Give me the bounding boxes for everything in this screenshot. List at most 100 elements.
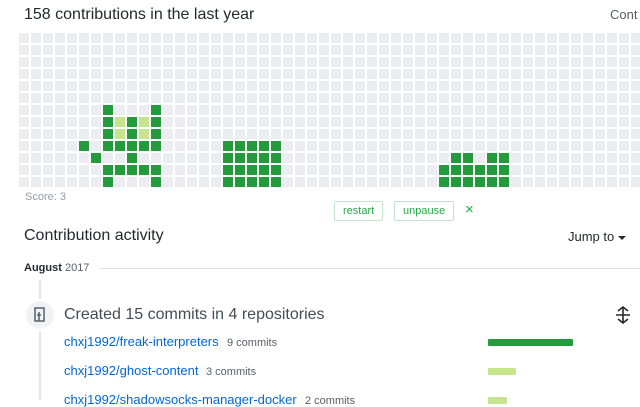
grid-cell xyxy=(343,105,353,115)
grid-cell xyxy=(595,57,605,67)
grid-cell xyxy=(619,33,629,43)
grid-cell xyxy=(187,153,197,163)
grid-cell xyxy=(187,57,197,67)
grid-cell xyxy=(307,105,317,115)
grid-cell xyxy=(391,45,401,55)
settings-link[interactable]: Cont xyxy=(610,7,638,22)
grid-cell xyxy=(127,69,137,79)
grid-cell xyxy=(211,153,221,163)
grid-cell xyxy=(619,117,629,127)
grid-cell xyxy=(247,33,257,43)
grid-cell xyxy=(367,57,377,67)
grid-cell xyxy=(631,69,640,79)
grid-cell xyxy=(463,57,473,67)
grid-cell xyxy=(523,117,533,127)
grid-cell xyxy=(607,33,617,43)
grid-cell xyxy=(427,33,437,43)
grid-cell xyxy=(235,93,245,103)
grid-cell xyxy=(355,93,365,103)
grid-cell xyxy=(79,57,89,67)
grid-cell xyxy=(319,129,329,139)
jump-to-label: Jump to xyxy=(568,229,615,244)
grid-cell xyxy=(187,33,197,43)
grid-cell xyxy=(223,57,233,67)
grid-cell xyxy=(151,105,161,115)
grid-cell xyxy=(559,33,569,43)
grid-cell xyxy=(475,141,485,151)
grid-cell xyxy=(43,81,53,91)
grid-cell xyxy=(151,45,161,55)
grid-cell xyxy=(427,141,437,151)
grid-cell xyxy=(343,165,353,175)
grid-cell xyxy=(19,165,29,175)
contribution-grid xyxy=(19,33,640,187)
grid-cell xyxy=(439,129,449,139)
grid-cell xyxy=(547,129,557,139)
grid-cell xyxy=(379,69,389,79)
grid-cell xyxy=(631,117,640,127)
grid-cell xyxy=(319,105,329,115)
grid-cell xyxy=(619,69,629,79)
grid-cell xyxy=(427,69,437,79)
grid-cell xyxy=(391,129,401,139)
grid-cell xyxy=(67,93,77,103)
grid-cell xyxy=(631,165,640,175)
grid-cell xyxy=(307,57,317,67)
grid-cell xyxy=(139,93,149,103)
close-button[interactable]: × xyxy=(465,201,474,218)
grid-cell xyxy=(91,93,101,103)
grid-cell xyxy=(43,117,53,127)
grid-cell xyxy=(403,69,413,79)
grid-cell xyxy=(475,153,485,163)
grid-cell xyxy=(271,105,281,115)
grid-cell xyxy=(259,129,269,139)
grid-cell xyxy=(343,141,353,151)
restart-button[interactable]: restart xyxy=(334,201,384,221)
grid-cell xyxy=(259,81,269,91)
grid-cell xyxy=(115,57,125,67)
grid-cell xyxy=(451,81,461,91)
grid-cell xyxy=(307,177,317,187)
grid-cell xyxy=(439,141,449,151)
grid-cell xyxy=(631,81,640,91)
grid-cell xyxy=(139,105,149,115)
grid-cell xyxy=(115,141,125,151)
grid-cell xyxy=(307,33,317,43)
grid-cell xyxy=(571,177,581,187)
unpause-button[interactable]: unpause xyxy=(394,201,455,221)
jump-to[interactable]: Jump to xyxy=(568,229,626,244)
grid-cell xyxy=(487,165,497,175)
grid-cell xyxy=(511,129,521,139)
grid-cell xyxy=(175,33,185,43)
grid-cell xyxy=(475,177,485,187)
grid-cell xyxy=(595,153,605,163)
grid-cell xyxy=(343,81,353,91)
grid-cell xyxy=(523,177,533,187)
grid-cell xyxy=(319,117,329,127)
grid-cell xyxy=(55,165,65,175)
repo-link[interactable]: chxj1992/ghost-content xyxy=(64,363,199,378)
grid-cell xyxy=(355,177,365,187)
grid-cell xyxy=(607,141,617,151)
grid-cell xyxy=(379,177,389,187)
grid-cell xyxy=(427,117,437,127)
grid-cell xyxy=(43,33,53,43)
grid-cell xyxy=(427,153,437,163)
grid-cell xyxy=(607,177,617,187)
grid-cell xyxy=(319,81,329,91)
grid-cell xyxy=(355,57,365,67)
grid-cell xyxy=(583,165,593,175)
grid-cell xyxy=(331,81,341,91)
grid-cell xyxy=(235,177,245,187)
expand-icon[interactable] xyxy=(615,306,631,324)
grid-cell xyxy=(571,165,581,175)
grid-cell xyxy=(319,165,329,175)
grid-cell xyxy=(283,153,293,163)
grid-cell xyxy=(559,45,569,55)
grid-cell xyxy=(535,165,545,175)
grid-cell xyxy=(475,165,485,175)
grid-cell xyxy=(619,129,629,139)
grid-cell xyxy=(331,105,341,115)
grid-cell xyxy=(259,45,269,55)
repo-link[interactable]: chxj1992/freak-interpreters xyxy=(64,334,219,349)
